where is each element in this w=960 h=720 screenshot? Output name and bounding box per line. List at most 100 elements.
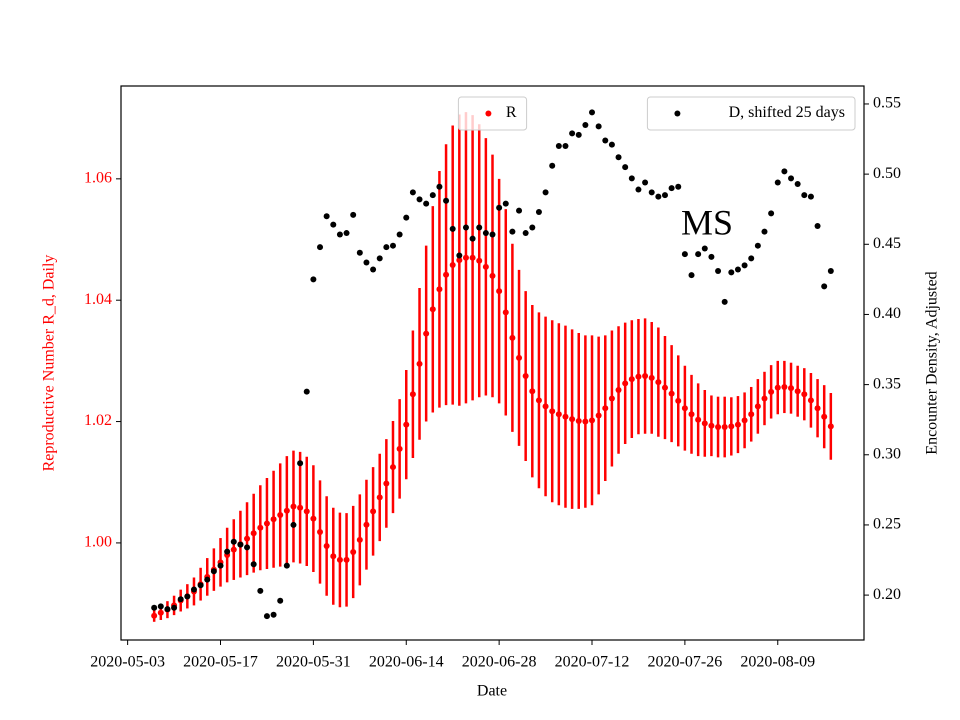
- data-point: [768, 388, 775, 395]
- data-point: [801, 391, 808, 398]
- data-point: [403, 421, 410, 428]
- y-tick-label: 1.04: [84, 291, 112, 308]
- x-tick-label: 2020-07-26: [648, 654, 723, 671]
- data-point: [250, 561, 257, 568]
- data-point: [675, 397, 682, 404]
- y2-axis-label: Encounter Density, Adjusted: [924, 271, 941, 454]
- data-point: [376, 255, 383, 262]
- data-point: [277, 512, 284, 519]
- data-point: [263, 613, 270, 620]
- data-point: [708, 253, 715, 260]
- data-point: [721, 298, 728, 305]
- data-point: [396, 445, 403, 452]
- data-point: [608, 395, 615, 402]
- data-point: [496, 204, 503, 211]
- data-point: [622, 164, 629, 171]
- data-point: [635, 373, 642, 380]
- x-tick-label: 2020-06-28: [462, 654, 537, 671]
- data-point: [297, 460, 304, 467]
- data-point: [482, 230, 489, 237]
- x-tick-label: 2020-06-14: [369, 654, 444, 671]
- data-point: [330, 553, 337, 560]
- data-point: [370, 266, 377, 273]
- data-point: [476, 257, 483, 264]
- data-point: [350, 211, 357, 218]
- data-point: [297, 504, 304, 511]
- data-point: [230, 546, 237, 553]
- data-point: [821, 413, 828, 420]
- data-point: [436, 286, 443, 293]
- x-tick-label: 2020-05-17: [183, 654, 258, 671]
- plot-frame: [120, 85, 865, 641]
- data-point: [436, 183, 443, 190]
- data-point: [701, 420, 708, 427]
- y-tick-label: 1.00: [84, 534, 112, 551]
- data-point: [389, 242, 396, 249]
- data-point: [429, 192, 436, 199]
- data-point: [270, 611, 277, 618]
- data-point: [655, 379, 662, 386]
- data-point: [224, 548, 231, 555]
- data-point: [317, 244, 324, 251]
- y-tick-label: 1.02: [84, 412, 112, 429]
- x-tick-label: 2020-07-12: [555, 654, 630, 671]
- data-point: [257, 524, 264, 531]
- legend-box: [457, 96, 528, 131]
- data-point: [788, 385, 795, 392]
- data-point: [204, 576, 211, 583]
- y2-tick-label: 0.25: [873, 516, 901, 533]
- annotation: MS: [681, 202, 733, 242]
- x-tick-label: 2020-08-09: [740, 654, 815, 671]
- data-point: [549, 408, 556, 415]
- data-point: [396, 231, 403, 238]
- data-point: [794, 388, 801, 395]
- data-point: [323, 542, 330, 549]
- legend: R: [457, 96, 528, 131]
- data-point: [350, 549, 357, 556]
- data-point: [668, 185, 675, 192]
- data-point: [814, 405, 821, 412]
- data-point: [409, 391, 416, 398]
- data-point: [781, 383, 788, 390]
- data-point: [389, 464, 396, 471]
- data-point: [542, 403, 549, 410]
- data-point: [761, 395, 768, 402]
- data-point: [615, 387, 622, 394]
- data-point: [768, 210, 775, 217]
- data-point: [244, 535, 251, 542]
- data-point: [323, 213, 330, 220]
- data-point: [257, 587, 264, 594]
- data-point: [748, 411, 755, 418]
- data-point: [827, 267, 834, 274]
- data-point: [416, 360, 423, 367]
- data-point: [821, 283, 828, 290]
- data-point: [516, 354, 523, 361]
- data-point: [476, 224, 483, 231]
- data-point: [695, 416, 702, 423]
- data-point: [522, 373, 529, 380]
- data-point: [814, 223, 821, 230]
- data-point: [443, 271, 450, 278]
- data-point: [801, 192, 808, 199]
- data-point: [303, 388, 310, 395]
- data-point: [529, 224, 536, 231]
- data-point: [356, 249, 363, 256]
- data-point: [715, 267, 722, 274]
- data-point: [741, 262, 748, 269]
- data-point: [529, 388, 536, 395]
- data-point: [343, 556, 350, 563]
- data-point: [429, 306, 436, 313]
- data-point: [423, 200, 430, 207]
- data-point: [648, 189, 655, 196]
- data-point: [542, 189, 549, 196]
- data-point: [715, 424, 722, 431]
- x-tick-label: 2020-05-31: [276, 654, 351, 671]
- data-point: [184, 593, 191, 600]
- y2-tick-label: 0.20: [873, 586, 901, 603]
- data-point: [661, 384, 668, 391]
- y-tick-label: 1.06: [84, 170, 112, 187]
- data-point: [290, 503, 297, 510]
- data-point: [383, 480, 390, 487]
- data-point: [555, 411, 562, 418]
